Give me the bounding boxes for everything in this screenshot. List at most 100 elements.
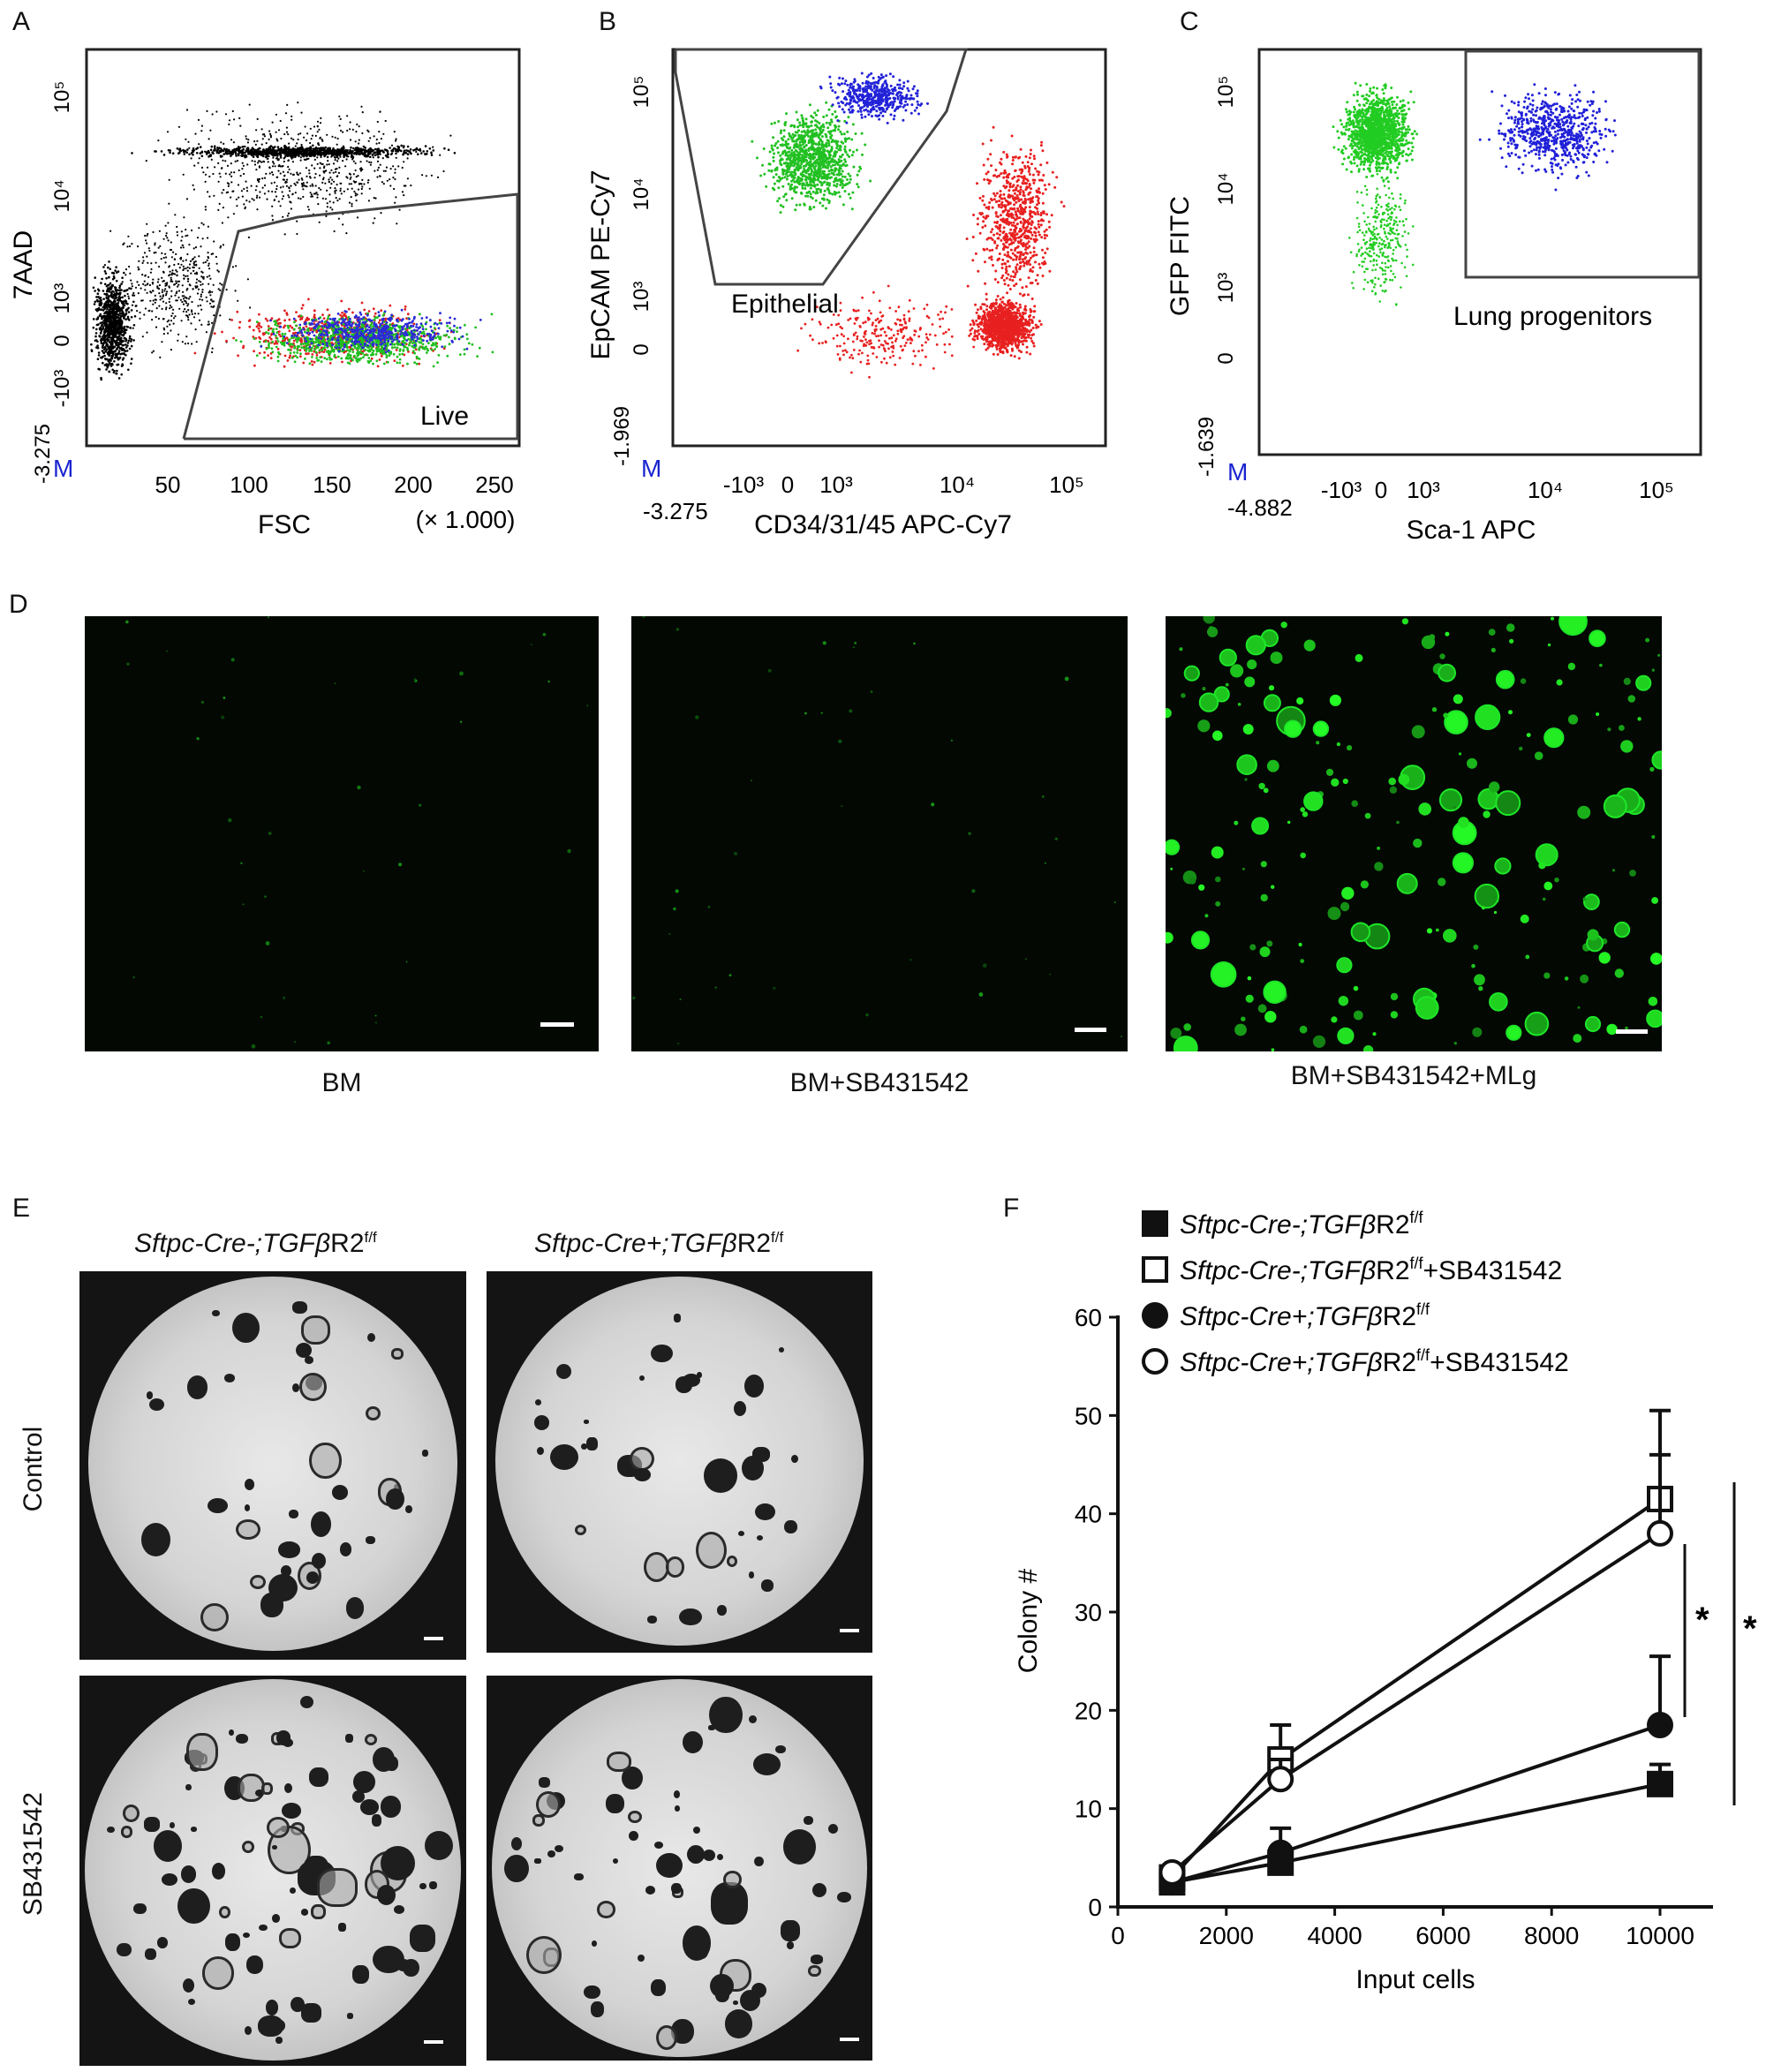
live-gate [182,192,519,441]
tick-y-a-1e3: 10³ [50,283,74,314]
gate-label-epithelial: Epithelial [731,290,839,319]
tick-y-c-1e3: 10³ [1214,273,1238,304]
tick-x-b-1e5: 10⁵ [1049,471,1084,498]
x-axis-label: Input cells [1355,1965,1475,1994]
legend-marker [1142,1348,1168,1375]
gate-label-lung-progenitors: Lung progenitors [1453,302,1652,331]
legend-marker [1142,1256,1168,1283]
x-min-label-c: -4.882 [1227,494,1293,521]
y-min-label-b: -1.969 [610,406,634,466]
tick-y-c-1e4: 10⁴ [1214,172,1238,205]
xlabel-c: Sca-1 APC [1407,516,1536,545]
tick-x-a-200: 200 [394,471,432,498]
data-point [1647,1770,1673,1797]
flow-plot-b: Epithelial -10³ 0 10³ 10⁴ 10⁵ -3.275 CD3… [586,48,1107,539]
chart-series [1158,1408,1673,1896]
tick-y-c-0: 0 [1214,352,1238,364]
data-point [1647,1712,1673,1739]
dish-cre-pos-sb431542 [487,1676,872,2061]
panel-letter-d: D [9,590,28,619]
x-tick-label: 6000 [1415,1922,1470,1949]
panel-letter-f: F [1003,1194,1020,1223]
scatter-events-a [90,102,494,381]
series-0 [1158,1762,1673,1896]
tick-x-a-250: 250 [475,471,513,498]
dish-cre-pos-control [487,1271,872,1653]
tick-x-c-neg1e3: -10³ [1321,477,1362,503]
y-min-label-a: -3.275 [31,424,55,484]
legend-label: Sftpc-Cre+;TGFβR2f/f+SB431542 [1180,1346,1569,1377]
panel-letter-e: E [12,1194,31,1223]
m-marker-a: M [53,455,73,482]
y-min-label-c: -1.639 [1195,417,1219,477]
caption-bm-sb431542-mlg: BM+SB431542+MLg [1290,1061,1537,1090]
m-marker-c: M [1227,458,1248,486]
epithelial-gate [674,48,969,286]
tick-y-a-neg1e3: -10³ [50,370,74,408]
scale-bar [1616,1029,1648,1034]
m-marker-b: M [641,455,661,482]
gate-label-live: Live [420,402,469,431]
y-tick-label: 50 [1075,1402,1102,1429]
plot-frame-a [85,48,521,448]
legend-label: Sftpc-Cre+;TGFβR2f/f [1180,1300,1430,1331]
tick-y-b-1e4: 10⁴ [630,177,653,210]
row-label-sb431542: SB431542 [19,1791,48,1917]
fluorescence-image-bm-sb431542-mlg [1166,616,1662,1051]
panel-letter-c: C [1180,7,1199,36]
tick-x-a-100: 100 [230,471,268,498]
x-tick-label: 8000 [1524,1922,1579,1949]
legend-label: Sftpc-Cre-;TGFβR2f/f+SB431542 [1180,1255,1562,1285]
tick-x-c-1e4: 10⁴ [1528,477,1563,503]
series-line [1171,1532,1662,1874]
colony-chart: Sftpc-Cre-;TGFβR2f/f Sftpc-Cre-;TGFβR2f/f… [1014,1209,1757,1994]
y-tick-label: 60 [1075,1304,1102,1331]
tick-x-a-150: 150 [313,471,351,498]
y-tick-label: 0 [1088,1894,1102,1921]
tick-x-b-1e4: 10⁴ [940,471,975,498]
series-3 [1158,1452,1673,1887]
significance-star-2: * [1743,1609,1757,1648]
lung-progenitor-gate [1464,49,1701,279]
scale-bar [424,2040,443,2044]
tick-y-b-0: 0 [630,343,653,355]
scale-bar [840,2038,859,2041]
tick-y-a-1e5: 10⁵ [50,81,74,114]
row-label-control: Control [19,1426,48,1512]
col-header-cre-pos: Sftpc-Cre+;TGFβR2f/f [534,1229,784,1258]
tick-y-c-1e5: 10⁵ [1214,76,1238,109]
tick-y-b-1e5: 10⁵ [630,76,653,109]
x-tick-label: 2000 [1199,1922,1254,1949]
tick-x-c-1e3: 10³ [1407,477,1440,503]
data-point [1267,1839,1294,1866]
col-header-cre-neg: Sftpc-Cre-;TGFβR2f/f [134,1229,377,1258]
tick-y-b-1e3: 10³ [630,282,653,313]
tick-y-a-0: 0 [50,335,74,346]
scatter-events-c [1332,81,1617,306]
plot-frame-c [1257,48,1702,456]
xlabel-b: CD34/31/45 APC-Cy7 [754,510,1012,539]
data-point [1647,1519,1673,1547]
panel-letter-a: A [12,7,31,36]
scale-bar [1075,1028,1106,1032]
x-tick-label: 4000 [1307,1922,1362,1949]
series-line [1170,1497,1662,1879]
xlabel-a: FSC [258,510,311,539]
x-tick-label: 0 [1111,1922,1125,1949]
data-point [1267,1766,1294,1793]
x-multiplier-a: (× 1.000) [416,506,516,533]
x-tick-label: 10000 [1626,1922,1694,1949]
ylabel-b: EpCAM PE-Cy7 [586,170,615,359]
significance-star-1: * [1695,1601,1709,1639]
y-axis-label: Colony # [1014,1568,1043,1673]
tick-x-b-neg1e3: -10³ [723,471,765,498]
caption-bm: BM [321,1068,362,1097]
tick-y-a-1e4: 10⁴ [50,179,74,212]
dish-cre-neg-control [79,1271,466,1660]
flow-plot-a: Live 50 100 150 200 250 FSC (× 1.000) 10… [9,48,521,539]
data-point [1158,1859,1186,1887]
y-tick-label: 10 [1075,1796,1102,1823]
scale-bar [840,1629,859,1632]
x-min-label-b: -3.275 [643,498,708,524]
fluorescence-image-bm-sb431542 [631,616,1128,1051]
